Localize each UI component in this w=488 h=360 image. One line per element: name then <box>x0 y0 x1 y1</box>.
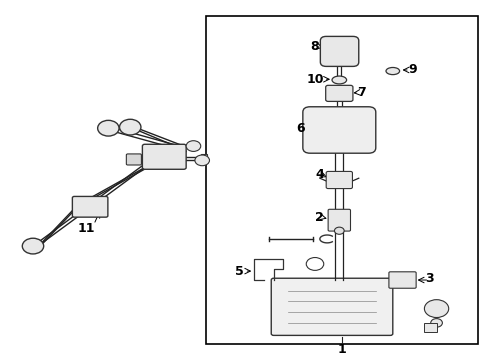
Circle shape <box>186 141 201 152</box>
FancyBboxPatch shape <box>388 272 415 288</box>
Text: 11: 11 <box>78 222 95 235</box>
Circle shape <box>424 300 448 318</box>
FancyBboxPatch shape <box>271 278 392 336</box>
Text: 9: 9 <box>407 63 416 76</box>
Ellipse shape <box>385 67 399 75</box>
Text: 6: 6 <box>296 122 304 135</box>
Text: 7: 7 <box>356 86 365 99</box>
Bar <box>205 16 477 344</box>
Bar <box>201 154 206 163</box>
Circle shape <box>334 227 344 234</box>
Circle shape <box>22 238 43 254</box>
FancyBboxPatch shape <box>325 171 352 189</box>
Circle shape <box>430 319 442 327</box>
FancyBboxPatch shape <box>320 36 358 66</box>
Circle shape <box>98 120 119 136</box>
Circle shape <box>119 119 141 135</box>
Text: 10: 10 <box>305 73 323 86</box>
Text: 5: 5 <box>235 265 244 278</box>
Text: 3: 3 <box>424 272 433 285</box>
Text: 2: 2 <box>315 211 324 224</box>
FancyBboxPatch shape <box>302 107 375 153</box>
Text: 4: 4 <box>315 168 324 181</box>
Ellipse shape <box>331 76 346 84</box>
Bar <box>424 323 436 332</box>
FancyBboxPatch shape <box>72 197 108 217</box>
FancyBboxPatch shape <box>325 85 352 102</box>
Circle shape <box>195 155 209 166</box>
FancyBboxPatch shape <box>142 144 186 169</box>
FancyBboxPatch shape <box>126 154 141 165</box>
Text: 8: 8 <box>310 40 319 53</box>
FancyBboxPatch shape <box>327 209 350 231</box>
Text: 1: 1 <box>337 343 346 356</box>
